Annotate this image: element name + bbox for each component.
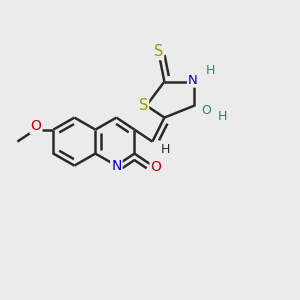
Text: O: O <box>151 160 161 174</box>
Text: O: O <box>201 104 211 118</box>
Text: H: H <box>205 64 215 77</box>
Text: H: H <box>161 142 170 156</box>
Text: N: N <box>111 159 122 172</box>
Text: O: O <box>31 119 41 133</box>
Text: S: S <box>139 98 148 113</box>
Text: N: N <box>188 74 198 87</box>
Text: S: S <box>154 44 163 59</box>
Text: H: H <box>217 110 227 124</box>
